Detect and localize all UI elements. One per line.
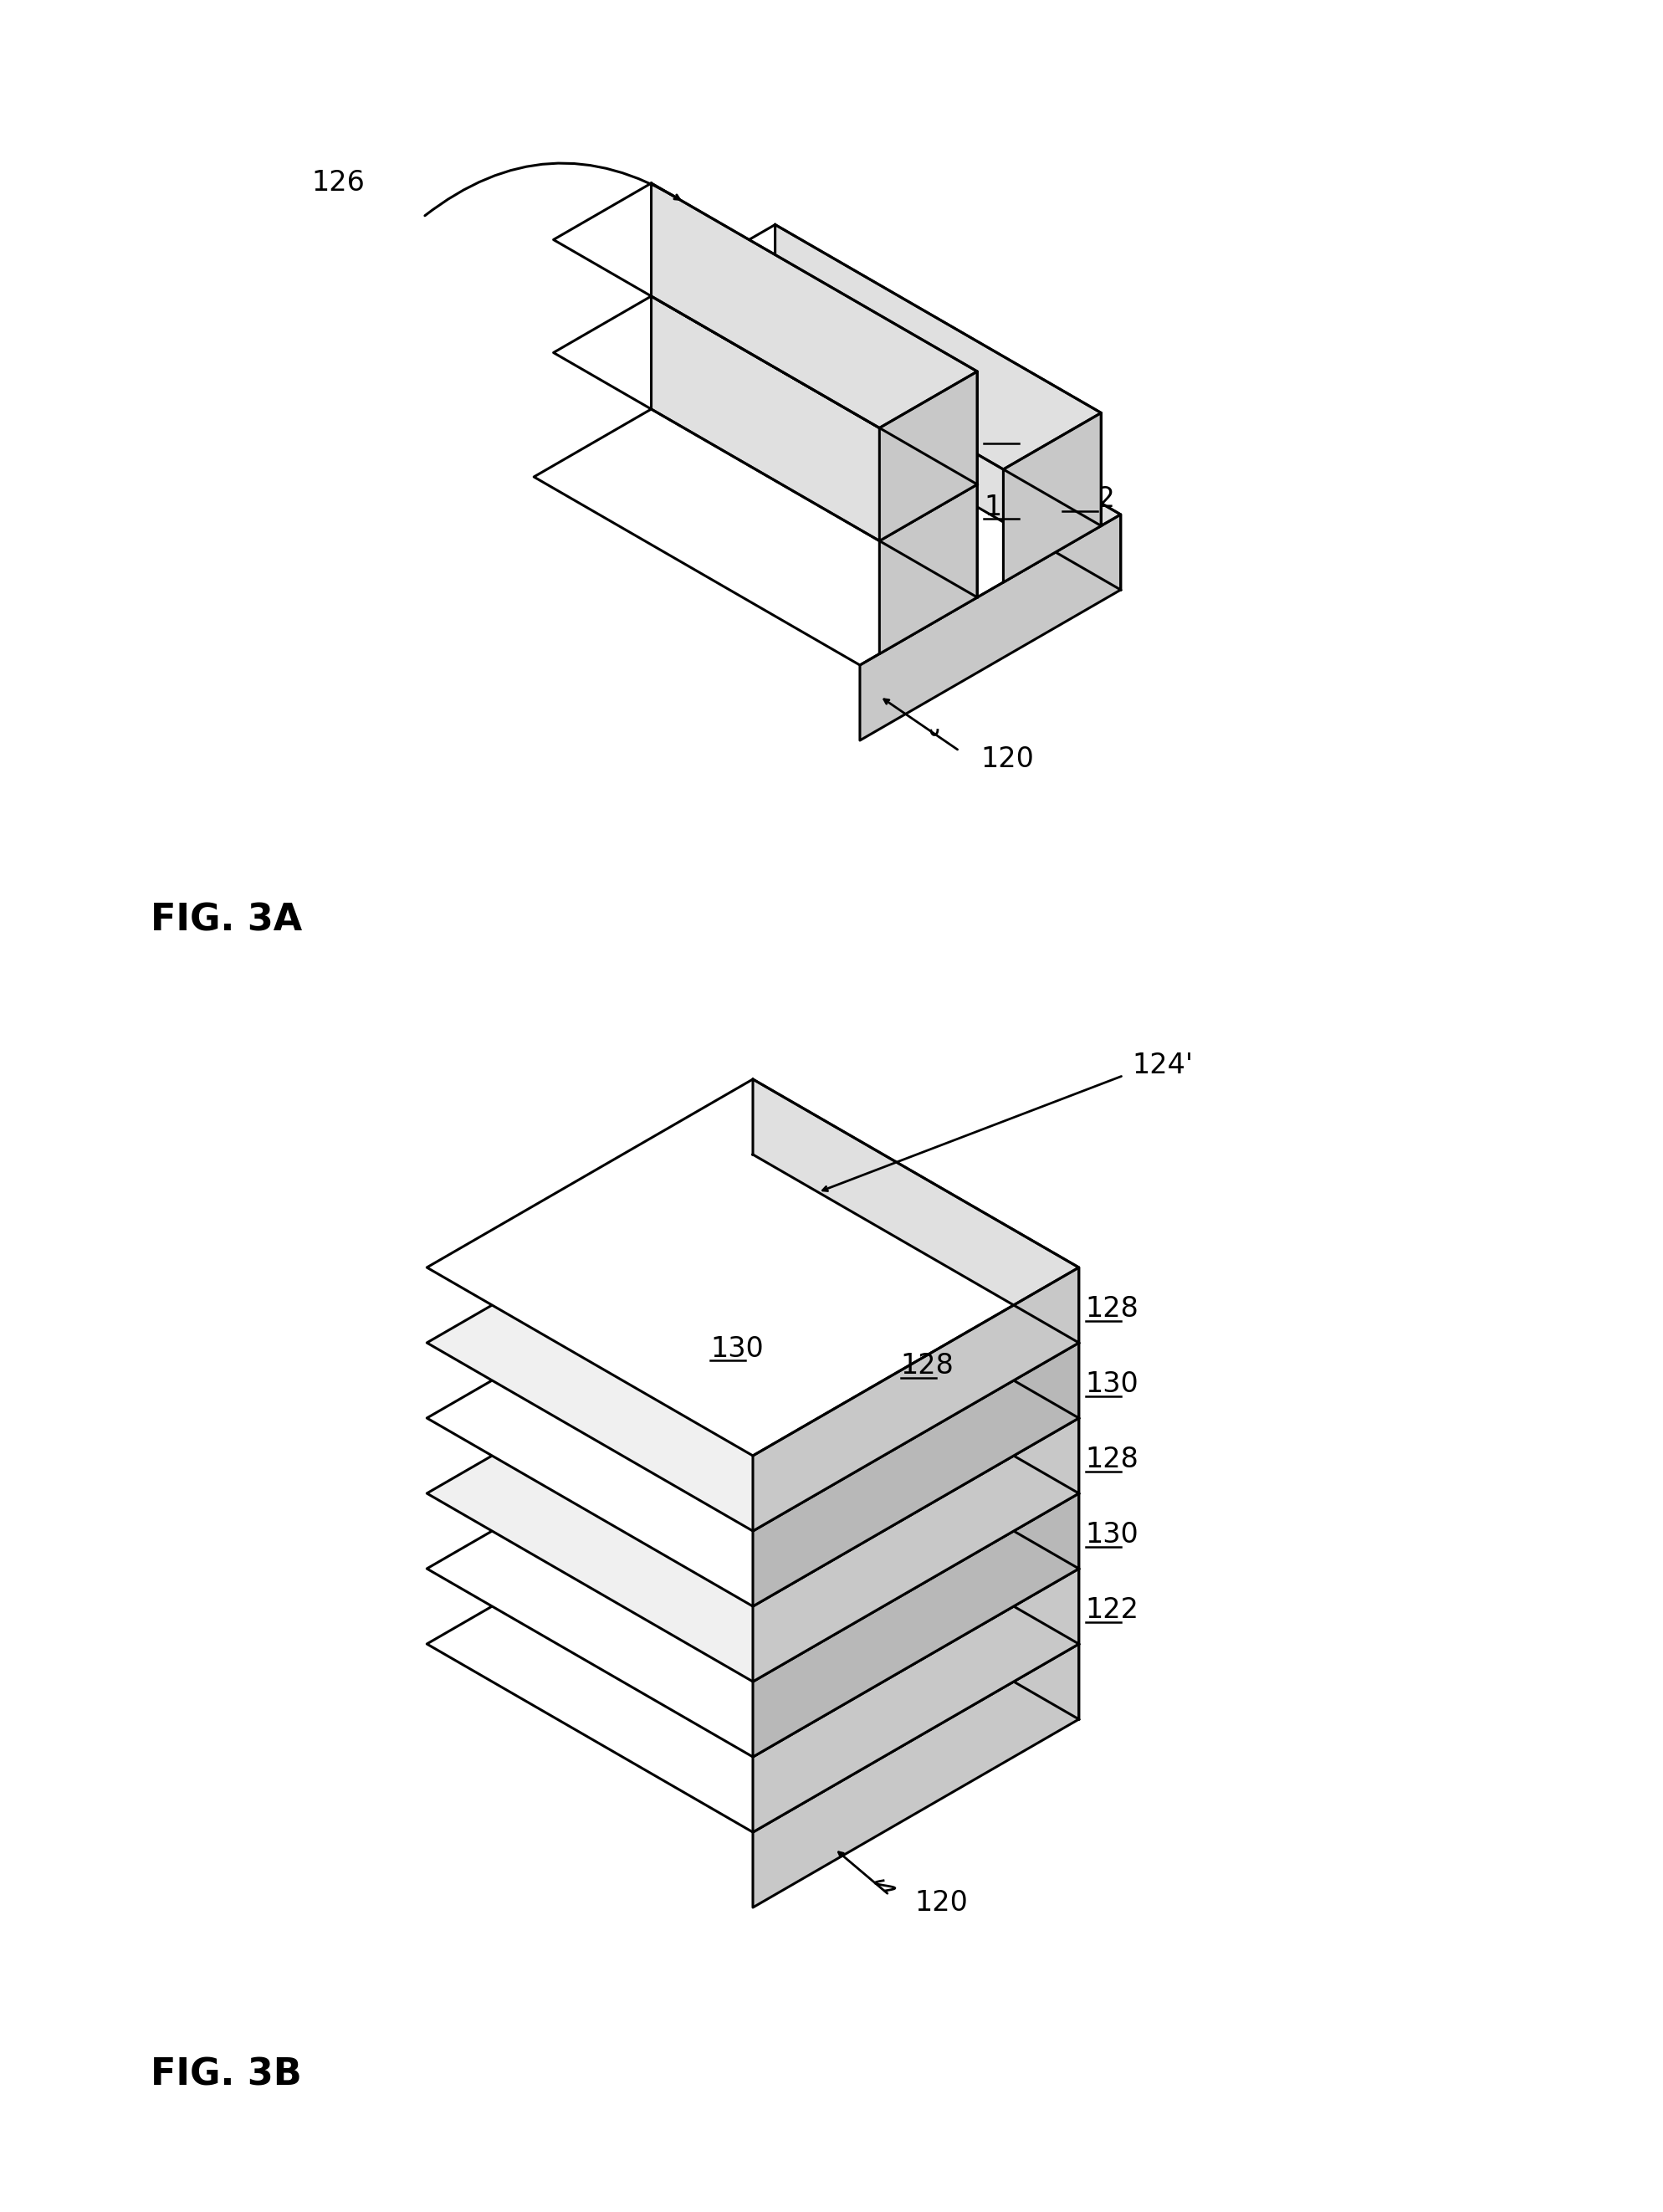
- Polygon shape: [427, 1305, 1079, 1681]
- Text: 130: 130: [1086, 1371, 1139, 1398]
- Text: 128: 128: [1086, 1294, 1139, 1323]
- Polygon shape: [775, 226, 1101, 526]
- Polygon shape: [753, 1155, 1079, 1418]
- Polygon shape: [753, 1380, 1079, 1644]
- Polygon shape: [753, 1305, 1079, 1568]
- Text: 130: 130: [710, 1336, 763, 1363]
- Text: 122: 122: [1086, 1597, 1139, 1624]
- Text: 120: 120: [915, 1889, 968, 1918]
- Polygon shape: [753, 1230, 1079, 1493]
- Text: 130: 130: [1086, 1522, 1139, 1548]
- Text: 128: 128: [984, 418, 1038, 445]
- Polygon shape: [554, 184, 978, 427]
- Polygon shape: [677, 226, 1101, 469]
- Polygon shape: [753, 1343, 1079, 1606]
- Polygon shape: [427, 1380, 1079, 1756]
- Polygon shape: [753, 1418, 1079, 1681]
- Polygon shape: [880, 372, 978, 542]
- Polygon shape: [427, 1155, 1079, 1531]
- Polygon shape: [795, 327, 1121, 591]
- Polygon shape: [753, 1644, 1079, 1907]
- Polygon shape: [753, 1493, 1079, 1756]
- Polygon shape: [534, 327, 1121, 666]
- Text: 128: 128: [984, 493, 1038, 520]
- Polygon shape: [652, 296, 978, 597]
- Text: 128: 128: [901, 1352, 955, 1380]
- Text: 122: 122: [1063, 487, 1116, 513]
- Text: 124': 124': [1133, 1051, 1192, 1079]
- Polygon shape: [427, 1079, 1079, 1455]
- Polygon shape: [753, 1455, 1079, 1719]
- Polygon shape: [860, 515, 1121, 741]
- Polygon shape: [427, 1455, 1079, 1832]
- Text: 128: 128: [1086, 1447, 1139, 1473]
- Polygon shape: [652, 184, 978, 484]
- Text: FIG. 3B: FIG. 3B: [151, 2057, 301, 2093]
- Polygon shape: [753, 1568, 1079, 1832]
- Polygon shape: [427, 1230, 1079, 1606]
- Text: 120: 120: [980, 745, 1034, 772]
- Polygon shape: [880, 484, 978, 655]
- Text: 126: 126: [311, 170, 364, 197]
- Polygon shape: [554, 296, 978, 542]
- Polygon shape: [753, 1267, 1079, 1531]
- Polygon shape: [753, 1079, 1079, 1343]
- Polygon shape: [1003, 414, 1101, 582]
- Text: FIG. 3A: FIG. 3A: [151, 902, 303, 938]
